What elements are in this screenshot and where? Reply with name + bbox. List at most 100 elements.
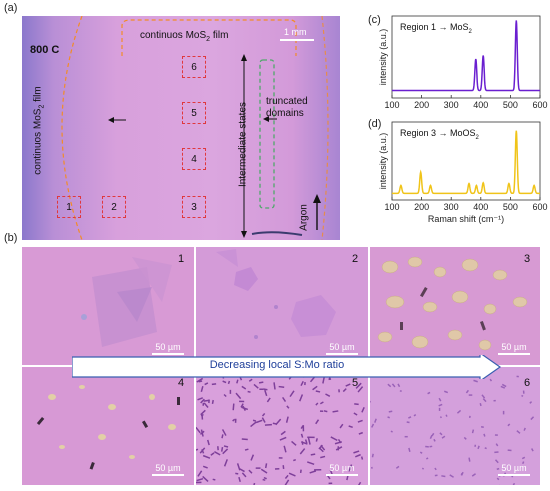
flake <box>201 414 204 420</box>
flake <box>310 453 316 456</box>
flake <box>299 448 306 455</box>
flake <box>250 421 257 428</box>
flake <box>441 435 446 439</box>
flake <box>357 419 363 423</box>
flake <box>315 402 319 406</box>
flake <box>468 457 471 462</box>
flake <box>239 400 245 403</box>
flake <box>252 482 256 485</box>
flake <box>460 472 463 476</box>
panel-label-c: (c) <box>368 14 381 26</box>
panel-label-a: (a) <box>4 2 18 14</box>
flake <box>387 383 392 388</box>
flake <box>328 482 333 485</box>
y-axis-label: intensity (a.u.) <box>378 29 388 86</box>
flake <box>248 378 253 382</box>
flake <box>266 397 271 403</box>
flake <box>236 463 241 471</box>
flake <box>220 447 224 452</box>
flake <box>300 380 304 387</box>
flake <box>201 449 205 454</box>
x-tick-label: 500 <box>503 100 518 110</box>
flake <box>283 445 287 453</box>
flake <box>200 385 204 393</box>
region-box-1: 1 <box>57 196 81 218</box>
flake <box>196 448 199 452</box>
scalebar-2: 50 µm <box>326 342 358 355</box>
temperature-label: 800 C <box>30 44 60 56</box>
flake <box>315 390 321 393</box>
micrograph-number-3: 3 <box>524 253 531 265</box>
flake <box>282 465 285 470</box>
film-left-label: continuos MoS2 film <box>32 86 46 175</box>
flake <box>202 465 208 469</box>
film-top-label: continuos MoS2 film <box>140 30 229 43</box>
flake <box>516 375 519 378</box>
flake <box>255 419 263 424</box>
flake <box>286 405 290 409</box>
flake <box>261 417 266 423</box>
flake <box>288 472 296 477</box>
micrograph-number-6: 6 <box>524 377 531 389</box>
flake <box>307 461 315 466</box>
micrograph-number-4: 4 <box>178 377 185 389</box>
panel-label-b: (b) <box>4 232 18 244</box>
flake <box>445 414 448 417</box>
flake <box>481 394 486 399</box>
flake <box>319 410 324 413</box>
flake <box>494 434 498 436</box>
flake <box>357 386 364 393</box>
flake <box>275 418 282 426</box>
chart-frame <box>391 121 541 201</box>
flake <box>494 451 499 454</box>
flake <box>431 432 435 437</box>
flake <box>434 474 438 477</box>
x-tick-label: 100 <box>384 100 399 110</box>
flake <box>202 475 209 483</box>
flake <box>263 476 267 480</box>
legend-label: Region 3 → MoOS2 <box>400 128 480 141</box>
flake <box>390 430 393 433</box>
flake <box>289 390 295 398</box>
flake <box>280 430 286 436</box>
flake <box>293 458 297 462</box>
flake <box>371 453 374 458</box>
flake <box>232 418 236 422</box>
x-tick-label: 300 <box>444 100 459 110</box>
region-box-4: 4 <box>182 148 206 170</box>
flake <box>429 445 433 448</box>
flake <box>322 376 325 384</box>
flake <box>439 416 443 419</box>
flake <box>229 389 232 394</box>
scalebar-1: 50 µm <box>152 342 184 355</box>
flake <box>196 477 204 482</box>
flake <box>217 446 219 451</box>
flake <box>200 398 205 404</box>
flake <box>443 390 449 394</box>
flake <box>512 482 516 485</box>
flake <box>206 439 210 446</box>
flake <box>496 467 500 470</box>
tile3-shapes <box>377 256 528 351</box>
flake <box>521 394 524 397</box>
region-box-2: 2 <box>102 196 126 218</box>
flake <box>202 402 205 406</box>
flake <box>438 397 442 402</box>
flake <box>236 379 239 384</box>
flake <box>241 406 249 411</box>
flake <box>279 436 287 441</box>
flake <box>248 469 253 474</box>
flake <box>348 425 353 428</box>
flake <box>262 478 266 481</box>
flake <box>300 425 304 429</box>
flake <box>263 388 268 391</box>
flake <box>253 383 259 389</box>
flake <box>309 376 315 383</box>
flake <box>278 457 283 459</box>
tile1-shapes <box>81 257 172 347</box>
y-axis-label: intensity (a.u.) <box>378 133 388 190</box>
flake <box>507 449 512 452</box>
scalebar-4: 50 µm <box>152 463 184 476</box>
flake <box>260 468 268 474</box>
flake <box>355 382 362 389</box>
